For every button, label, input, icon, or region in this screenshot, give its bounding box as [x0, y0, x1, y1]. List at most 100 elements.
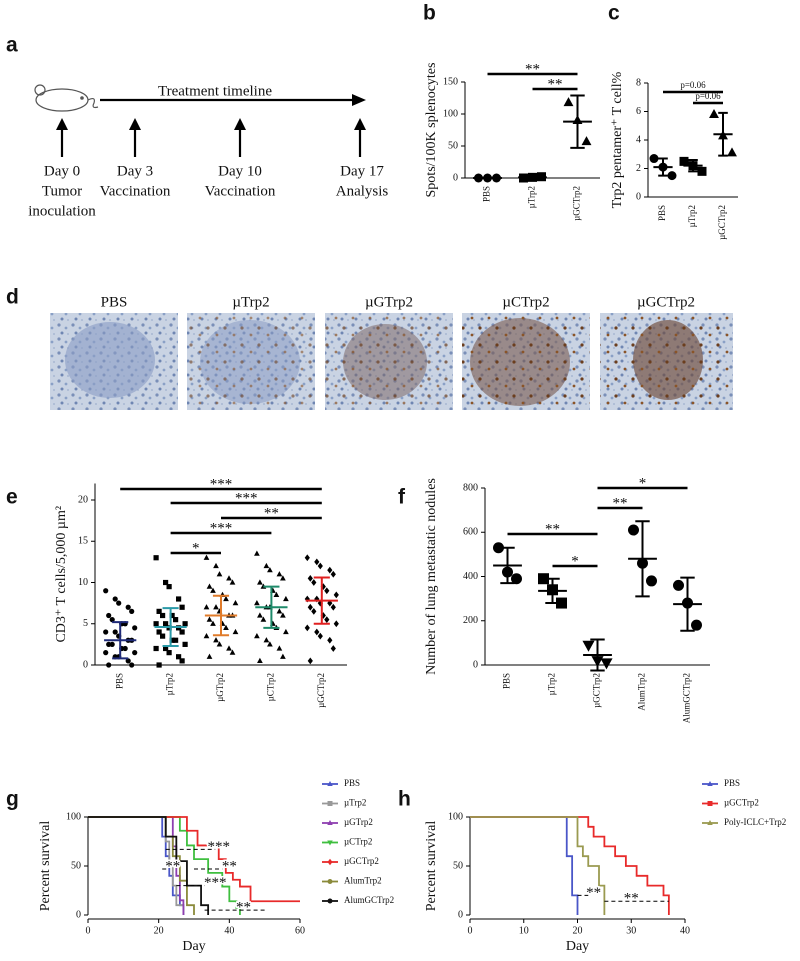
marker — [163, 645, 169, 652]
marker — [125, 658, 131, 664]
marker — [327, 820, 333, 825]
timeline-panel: a Treatment timeline Day 0 Tumor inocula… — [6, 34, 388, 220]
y-tick-label: 150 — [443, 76, 458, 87]
survival-curve — [88, 816, 241, 915]
event-day: Day 3 — [117, 163, 153, 179]
marker — [169, 612, 175, 619]
marker — [327, 879, 333, 884]
marker — [324, 587, 330, 595]
error-bar — [680, 576, 695, 632]
x-tick-label: PBS — [502, 673, 512, 689]
image-label: µCTrp2 — [502, 294, 549, 310]
error-bar — [570, 94, 585, 149]
x-tick-label: µGCTrp2 — [316, 673, 326, 708]
marker — [129, 608, 135, 614]
legend-label: AlumTrp2 — [344, 876, 382, 886]
marker — [213, 637, 219, 643]
significance-label: ** — [548, 76, 563, 92]
marker — [333, 591, 339, 599]
marker — [206, 583, 213, 589]
micrographs — [50, 313, 733, 410]
marker — [210, 620, 216, 626]
error-bar — [545, 577, 560, 605]
panel-letter: f — [398, 486, 406, 509]
y-axis-label: CD3⁺ T cells/5,000 µm² — [54, 506, 69, 643]
marker — [267, 567, 273, 573]
marker — [273, 591, 280, 597]
marker — [280, 612, 286, 618]
y-tick-label: 50 — [448, 140, 458, 151]
marker — [311, 579, 317, 586]
marker — [563, 97, 574, 107]
significance-label: ** — [236, 900, 251, 916]
marker — [132, 625, 138, 631]
x-tick-label: 20 — [154, 925, 164, 936]
marker — [330, 645, 336, 652]
marker — [169, 637, 175, 643]
marker — [206, 653, 213, 659]
timeline-title: Treatment timeline — [158, 83, 272, 99]
marker — [176, 654, 182, 660]
x-tick-label: PBS — [482, 186, 492, 202]
marker — [153, 555, 159, 561]
marker — [232, 628, 239, 635]
marker — [581, 136, 592, 146]
x-tick-label: µTrp2 — [547, 673, 557, 695]
y-tick-label: 5 — [83, 618, 88, 629]
marker — [213, 604, 219, 610]
marker — [307, 574, 313, 582]
x-tick-label: µGCTrp2 — [717, 205, 727, 240]
marker — [330, 603, 336, 611]
marker — [679, 156, 689, 166]
y-tick-label: 0 — [636, 191, 641, 202]
marker — [109, 641, 115, 647]
y-tick-label: 10 — [78, 577, 88, 588]
x-tick-label: AlumTrp2 — [637, 673, 647, 711]
marker — [156, 608, 162, 614]
marker — [280, 653, 286, 659]
x-tick-label: µTrp2 — [165, 673, 175, 695]
marker — [112, 629, 118, 635]
panel-letter: b — [423, 2, 436, 25]
marker — [317, 562, 323, 570]
marker — [667, 171, 677, 181]
marker — [276, 645, 283, 651]
error-bar — [658, 157, 668, 177]
error-bar — [590, 638, 605, 672]
event-arrow-heads — [56, 118, 366, 130]
significance-label: ** — [525, 61, 540, 77]
significance-label: * — [192, 540, 200, 556]
error-bar — [162, 607, 179, 648]
marker — [646, 575, 657, 587]
y-tick-label: 600 — [463, 527, 478, 538]
marker — [160, 612, 166, 619]
significance-label: ** — [165, 858, 180, 874]
y-tick-label: 20 — [78, 494, 88, 505]
y-tick-label: 400 — [463, 571, 478, 582]
marker — [327, 781, 333, 786]
image-label: PBS — [101, 294, 128, 310]
marker — [311, 607, 317, 615]
marker — [697, 166, 707, 176]
marker — [327, 858, 333, 866]
marker — [106, 662, 112, 668]
marker — [276, 608, 283, 614]
x-tick-label: PBS — [657, 205, 667, 221]
x-tick-label: µGCTrp2 — [592, 673, 602, 708]
legend-label: Poly-ICLC+Trp2 — [724, 817, 786, 827]
marker — [283, 595, 289, 602]
marker — [727, 147, 737, 157]
y-tick-label: 2 — [636, 163, 641, 174]
event-label: Tumor — [42, 183, 82, 199]
marker — [179, 658, 185, 664]
y-axis-label: Trp2 pentamer⁺ T cell% — [610, 71, 625, 208]
marker — [179, 629, 185, 635]
significance-label: ** — [586, 885, 601, 901]
y-tick-label: 0 — [458, 909, 463, 920]
marker — [707, 801, 713, 806]
significance-label: *** — [204, 875, 227, 891]
x-tick-label: 10 — [519, 925, 529, 936]
marker — [226, 575, 232, 581]
marker — [232, 600, 239, 606]
marker — [229, 579, 236, 585]
